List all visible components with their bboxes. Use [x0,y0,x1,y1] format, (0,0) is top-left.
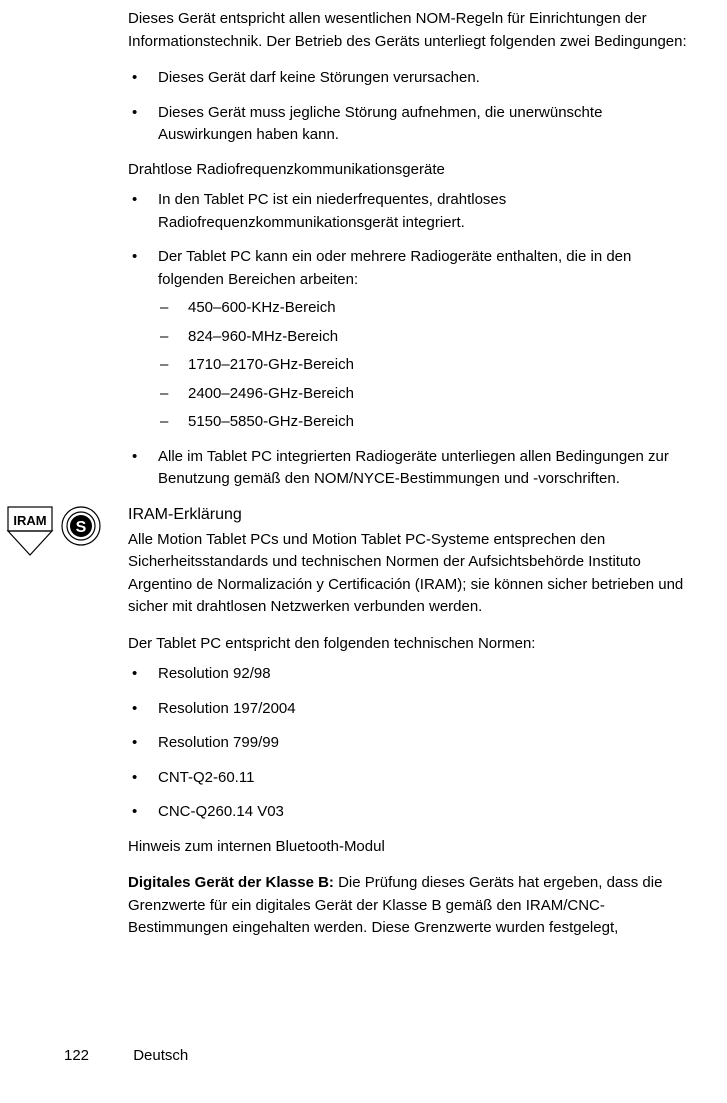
conditions-list: Dieses Gerät darf keine Störungen verurs… [128,67,697,147]
rf-item: Der Tablet PC kann ein oder mehrere Radi… [128,246,697,434]
page-number: 122 [64,1045,89,1068]
iram-title: IRAM-Erklärung [128,503,697,527]
norm-item: Resolution 799/99 [128,732,697,755]
range-list: 450–600-KHz-Bereich 824–960-MHz-Bereich … [158,297,697,434]
norm-item: CNT-Q2-60.11 [128,767,697,790]
norm-item: Resolution 197/2004 [128,698,697,721]
svg-text:S: S [76,519,87,536]
condition-item: Dieses Gerät darf keine Störungen verurs… [128,67,697,90]
norms-intro: Der Tablet PC entspricht den folgenden t… [128,633,697,656]
footer-label: Deutsch [133,1047,188,1064]
rf-item-text: Der Tablet PC kann ein oder mehrere Radi… [158,248,631,288]
range-item: 450–600-KHz-Bereich [158,297,697,320]
range-item: 5150–5850-GHz-Bereich [158,411,697,434]
rf-item: In den Tablet PC ist ein niederfrequente… [128,189,697,234]
svg-text:IRAM: IRAM [13,513,46,528]
page-footer: 122 Deutsch [64,1045,188,1068]
classb-label: Digitales Gerät der Klasse B: [128,874,338,891]
norms-list: Resolution 92/98 Resolution 197/2004 Res… [128,663,697,824]
iram-mark-icon: IRAM [6,505,54,557]
classb-paragraph: Digitales Gerät der Klasse B: Die Prüfun… [128,872,697,940]
norm-item: Resolution 92/98 [128,663,697,686]
rf-heading: Drahtlose Radiofrequenzkommunikationsger… [128,159,697,182]
iram-icons: IRAM S [0,503,128,557]
norm-item: CNC-Q260.14 V03 [128,801,697,824]
bt-heading: Hinweis zum internen Bluetooth-Modul [128,836,697,859]
rf-item: Alle im Tablet PC integrierten Radiogerä… [128,446,697,491]
intro-paragraph: Dieses Gerät entspricht allen wesentlich… [128,8,697,53]
range-item: 2400–2496-GHz-Bereich [158,383,697,406]
range-item: 824–960-MHz-Bereich [158,326,697,349]
range-item: 1710–2170-GHz-Bereich [158,354,697,377]
condition-item: Dieses Gerät muss jegliche Störung aufne… [128,102,697,147]
rf-list: In den Tablet PC ist ein niederfrequente… [128,189,697,491]
iram-paragraph: Alle Motion Tablet PCs und Motion Tablet… [128,529,697,619]
s-mark-icon: S [60,505,102,547]
